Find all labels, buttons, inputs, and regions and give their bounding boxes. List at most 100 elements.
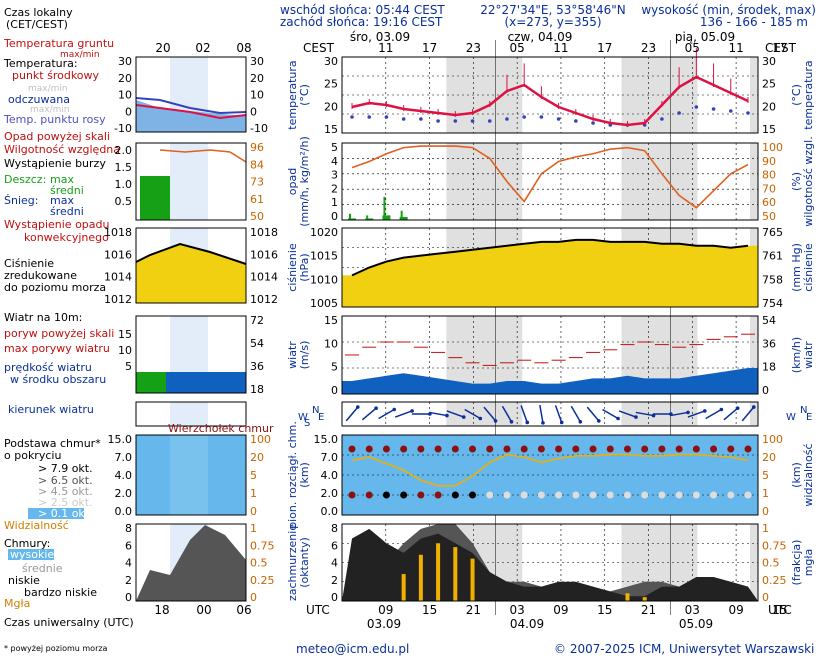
legend-pressure-area: [136, 244, 246, 303]
tick-right: 80: [762, 169, 776, 182]
night-band: [446, 57, 523, 133]
dewpoint-point: [539, 115, 544, 119]
tick-right: 5: [762, 469, 769, 482]
utc-date: 04.09: [510, 617, 544, 631]
wind-arrow: [554, 405, 563, 423]
cest-tick: 05: [685, 41, 700, 55]
legend-perceived-line: [135, 97, 247, 115]
legend-ground-temp-sub: max/min: [60, 50, 100, 60]
tick-left: 4.0: [321, 469, 339, 482]
tick-left: 15: [324, 314, 338, 327]
cloud-base-point: [365, 491, 373, 499]
cloud-base-point: [710, 491, 718, 499]
cloud-base-point: [417, 491, 425, 499]
utc-label: UTC: [306, 603, 330, 617]
tick-left: 0: [331, 384, 338, 397]
night-band: [750, 143, 758, 220]
wind-arrow: [378, 408, 395, 420]
wind-arrow-head: [410, 409, 414, 413]
legend-cloud-top: Wierzchołek chmur: [168, 422, 274, 435]
dewpoint-point: [367, 115, 372, 119]
rain-mean-bar: [382, 215, 391, 220]
legend-utc-tick: 00: [196, 603, 211, 617]
dewpoint-point: [401, 117, 406, 121]
cest-tick: 17: [422, 41, 437, 55]
legend-snow-max: max: [50, 194, 74, 207]
legend-tick: 1018: [250, 226, 278, 239]
cloud-top-point: [606, 445, 614, 453]
cest-label: CEST: [765, 41, 797, 55]
wind-arrow: [705, 408, 722, 420]
tick-right: 50: [762, 210, 776, 223]
panel-0-frame: [342, 57, 758, 133]
ylabel-left-unit: (mm/h, kg/m²/h): [298, 136, 311, 227]
dewpoint-point: [677, 111, 681, 115]
ylabel-left: wiatr: [286, 341, 299, 369]
legend-cl-high: wysokie: [10, 548, 54, 561]
legend-perceived: odczuwana: [8, 93, 70, 106]
tick-right: 90: [762, 155, 776, 168]
wind-arrow: [520, 405, 528, 423]
cloud-top-point: [382, 445, 390, 453]
legend-utc-tick: 18: [154, 603, 169, 617]
dewpoint-point: [746, 111, 750, 115]
cloud-base-point: [572, 491, 580, 499]
cloud-top-point: [710, 445, 718, 453]
cloud-top-point: [469, 445, 477, 453]
legend-tick: 1.0: [115, 178, 133, 191]
email-link[interactable]: meteo@icm.edu.pl: [296, 642, 409, 656]
wind-arrow: [602, 408, 619, 420]
ylabel-right: wilgotność wzgl.: [802, 136, 815, 226]
legend-tick: 1: [250, 522, 257, 535]
legend-okt45: > 4.5 okt.: [38, 485, 93, 498]
legend-tick: 1.5: [115, 161, 133, 174]
tick-left: 0: [331, 591, 338, 604]
legend-tick: 30: [118, 55, 132, 68]
tick-left: 10: [324, 337, 338, 350]
legend-temp-maxmin: max/min: [28, 84, 68, 94]
cloud-top-point: [589, 445, 597, 453]
cloud-base-point: [537, 491, 545, 499]
legend-cest-tick: 08: [236, 41, 251, 55]
wind-arrow: [723, 407, 739, 421]
tick-left: 1015: [310, 250, 338, 263]
utc-date: 03.09: [367, 617, 401, 631]
wind-arrow: [483, 406, 497, 422]
panel-border: [341, 523, 759, 602]
legend-okt01: > 0.1 okt.: [38, 507, 93, 520]
cloud-top-point: [623, 445, 631, 453]
panel-border: [341, 56, 759, 134]
ylabel-right-unit: (km): [790, 462, 803, 488]
legend-okt25: > 2.5 okt.: [38, 496, 93, 509]
cloud-base-point: [658, 491, 666, 499]
fog-bar: [401, 574, 406, 601]
ylabel-right-unit: (frakcja): [790, 540, 803, 586]
panel-border: [341, 315, 759, 395]
legend-tick: 18: [250, 383, 264, 396]
utc-date: 05.09: [679, 617, 713, 631]
compass-e: E: [318, 412, 324, 423]
wind-arrow: [539, 405, 544, 423]
cloud-base-point: [382, 491, 390, 499]
dewpoint-point: [694, 105, 699, 109]
cloud-top-point: [658, 445, 666, 453]
copyright: © 2007-2025 ICM, Uniwersytet Warszawski: [554, 642, 814, 656]
wind-arrow-head: [461, 415, 466, 419]
wind-arrow: [586, 406, 600, 422]
cloud-base-point: [348, 491, 356, 499]
cloud-base-point: [469, 491, 477, 499]
panel-1-frame: [342, 143, 758, 220]
legend-pressure-line: [135, 242, 247, 265]
temperature-line: [351, 75, 749, 127]
compass-n: N: [312, 405, 319, 416]
legend-tick: 50: [250, 210, 264, 223]
utc-tick: 09: [378, 603, 393, 617]
cloud-top-point: [348, 445, 356, 453]
cest-tick: 23: [641, 41, 656, 55]
tick-left: 25: [324, 78, 338, 91]
legend-cl-low: niskie: [8, 574, 40, 587]
legend-tick: 1018: [104, 226, 132, 239]
tick-left: 15.0: [314, 433, 339, 446]
legend-tick: 15: [118, 328, 132, 341]
dewpoint-point: [591, 121, 595, 125]
